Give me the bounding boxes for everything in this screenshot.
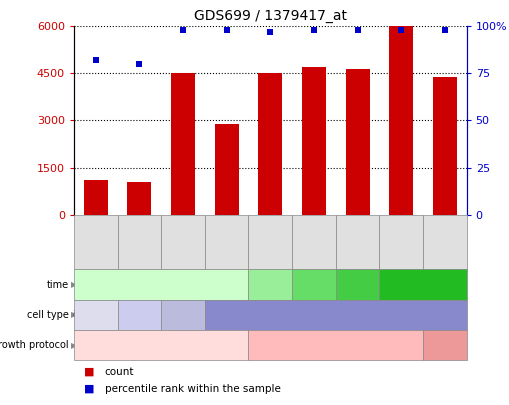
Text: cell type: cell type [27, 310, 69, 320]
Text: GSM12798: GSM12798 [309, 217, 318, 266]
Bar [258, 73, 282, 215]
Text: tubular: tubular [123, 310, 155, 320]
Text: GSM12796: GSM12796 [265, 217, 274, 266]
Text: laminin binding: laminin binding [300, 310, 370, 320]
Title: GDS699 / 1379417_at: GDS699 / 1379417_at [193, 9, 346, 23]
Bar [345, 69, 369, 215]
Text: ▶: ▶ [71, 310, 78, 320]
Text: GSM12807: GSM12807 [178, 217, 187, 266]
Text: 0 d: 0 d [154, 280, 168, 289]
Text: percentile rank within the sample: percentile rank within the sample [104, 384, 280, 394]
Text: GSM12794: GSM12794 [439, 217, 448, 266]
Text: GSM12802: GSM12802 [396, 217, 405, 266]
Text: MSC-1: MSC-1 [430, 341, 458, 350]
Text: GSM12800: GSM12800 [352, 217, 361, 266]
Text: laminin
non-binding: laminin non-binding [156, 305, 210, 324]
Text: 20 d: 20 d [412, 280, 432, 289]
Text: growth protocol: growth protocol [0, 340, 69, 350]
Bar [301, 67, 325, 215]
Text: 1 d: 1 d [263, 280, 277, 289]
Text: control: control [145, 341, 177, 350]
Text: GSM12804: GSM12804 [91, 217, 100, 266]
Text: STO: STO [326, 341, 344, 350]
Text: interstitial: interstitial [72, 310, 119, 320]
Text: time: time [47, 279, 69, 290]
Text: ■: ■ [84, 367, 95, 377]
Bar [432, 77, 456, 215]
Bar [214, 124, 238, 215]
Text: GSM12809: GSM12809 [135, 217, 144, 266]
Bar [388, 26, 412, 215]
Text: GSM12805: GSM12805 [222, 217, 231, 266]
Text: 5 d: 5 d [306, 280, 321, 289]
Bar [83, 180, 107, 215]
Text: ■: ■ [84, 384, 95, 394]
Text: 10 d: 10 d [347, 280, 367, 289]
Text: count: count [104, 367, 134, 377]
Text: ▶: ▶ [71, 341, 78, 350]
Text: ▶: ▶ [71, 280, 78, 289]
Bar [171, 73, 194, 215]
Bar [127, 182, 151, 215]
